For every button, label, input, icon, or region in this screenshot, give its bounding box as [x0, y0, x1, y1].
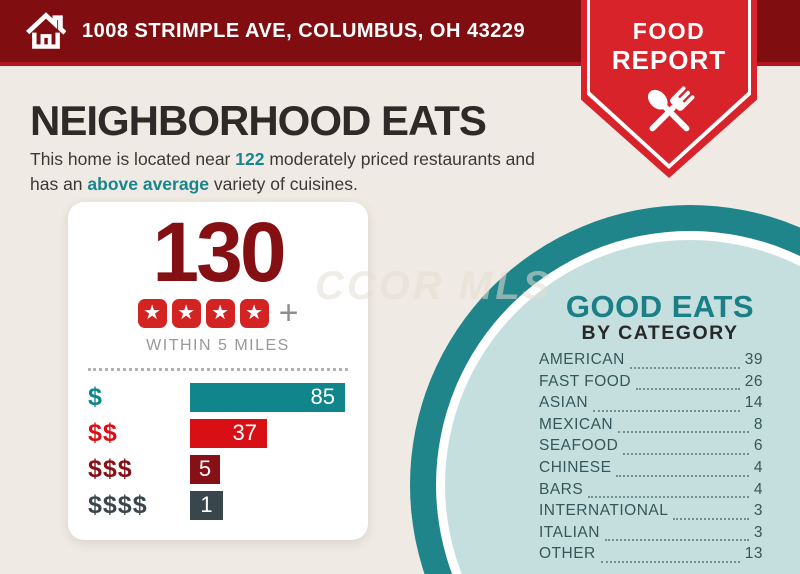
category-count: 4 [753, 458, 763, 476]
rating-stars-row: ★ ★ ★ ★ + [68, 294, 368, 333]
price-bar-value: 1 [200, 492, 213, 518]
subtitle-text: moderately priced restaurants and [264, 149, 535, 169]
dotted-leader [604, 539, 749, 542]
category-count: 26 [744, 372, 763, 390]
category-name: OTHER [539, 545, 596, 563]
price-bar: 5 [190, 454, 220, 484]
category-list: AMERICAN 39 FAST FOOD 26 ASIAN 14 MEXICAN 8 SEAF… [539, 351, 763, 567]
category-row: BARS 4 [539, 481, 763, 503]
subtitle-text: variety of cuisines. [209, 173, 358, 194]
restaurant-stats-card: 130 ★ ★ ★ ★ + WITHIN 5 MILES $85 $$ 37 $$$ 5 $$$$… [68, 202, 368, 540]
dotted-divider [88, 367, 348, 371]
badge-title-line1: FOOD [632, 18, 706, 44]
within-miles-label: WITHIN 5 MILES [146, 336, 290, 354]
badge-content: FOOD REPORT [581, 0, 757, 178]
category-count: 3 [753, 523, 763, 541]
category-row: FAST FOOD 26 [539, 373, 763, 395]
dotted-leader [673, 517, 749, 520]
plus-icon: + [278, 294, 299, 333]
category-name: SEAFOOD [539, 437, 619, 455]
price-bar-value: 5 [198, 456, 212, 482]
category-row: SEAFOOD 6 [539, 437, 763, 459]
price-bar-row: $$$ 5 [88, 454, 368, 484]
price-bar: 37 [190, 418, 267, 448]
category-name: MEXICAN [539, 415, 614, 433]
category-name: FAST FOOD [539, 372, 632, 390]
dotted-leader [588, 496, 749, 499]
price-tier-label: $ [88, 382, 103, 411]
star-icon: ★ [137, 299, 167, 329]
address-text: 1008 STRIMPLE AVE, COLUMBUS, OH 43229 [82, 19, 526, 42]
category-name: ASIAN [539, 394, 589, 412]
category-count: 8 [753, 415, 763, 433]
category-row: OTHER 13 [539, 545, 763, 567]
restaurant-count-highlight: 122 [235, 149, 265, 169]
category-row: AMERICAN 39 [539, 351, 763, 373]
category-count: 39 [744, 351, 763, 368]
price-tier-label: $$$$ [88, 490, 148, 519]
dotted-leader [616, 474, 749, 477]
home-icon [26, 12, 66, 49]
price-tier-label: $$ [88, 418, 118, 447]
category-count: 3 [753, 502, 763, 520]
subtitle-text: This home is located near [30, 149, 236, 169]
page-subtitle: This home is located near 122 moderately… [30, 147, 590, 196]
dotted-leader [600, 560, 740, 563]
category-row: CHINESE 4 [539, 459, 763, 481]
variety-highlight: above average [87, 173, 210, 194]
dotted-leader [636, 388, 740, 391]
price-bar: 1 [190, 490, 223, 520]
price-tier-label: $$$ [88, 454, 133, 483]
star-icon: ★ [205, 299, 235, 329]
category-row: MEXICAN 8 [539, 416, 763, 438]
food-report-badge: FOOD REPORT [581, 0, 757, 178]
price-bar-value: 37 [232, 420, 257, 446]
crossed-spoon-fork-icon [647, 86, 695, 132]
category-row: INTERNATIONAL 3 [539, 502, 763, 524]
dotted-leader [593, 409, 740, 412]
category-name: ITALIAN [539, 523, 600, 541]
category-name: AMERICAN [539, 351, 625, 368]
price-bar-value: 85 [310, 384, 335, 410]
category-count: 13 [744, 545, 763, 563]
price-bar: 85 [190, 382, 345, 412]
category-name: CHINESE [539, 458, 612, 476]
good-eats-subheading: BY CATEGORY [581, 322, 739, 344]
price-bar-row: $$ 37 [88, 418, 368, 448]
price-bar-row: $$$$ 1 [88, 490, 368, 520]
page-title: NEIGHBORHOOD EATS [30, 97, 487, 144]
category-row: ASIAN 14 [539, 394, 763, 416]
dotted-leader [623, 452, 749, 455]
star-icon: ★ [171, 299, 201, 329]
category-count: 6 [753, 437, 763, 455]
subtitle-text: has an [30, 173, 88, 194]
badge-title-line2: REPORT [611, 45, 727, 75]
dotted-leader [618, 431, 749, 434]
category-name: INTERNATIONAL [539, 502, 669, 520]
category-name: BARS [539, 480, 584, 498]
star-icon: ★ [239, 299, 269, 329]
good-eats-heading: GOOD EATS [565, 289, 755, 324]
dotted-leader [629, 366, 740, 369]
category-count: 4 [753, 480, 763, 498]
restaurant-total: 130 [152, 205, 286, 299]
price-bar-row: $85 [88, 382, 368, 412]
category-count: 14 [744, 394, 763, 412]
price-tier-bar-chart: $85 $$ 37 $$$ 5 $$$$ 1 [68, 382, 368, 520]
category-row: ITALIAN 3 [539, 524, 763, 546]
